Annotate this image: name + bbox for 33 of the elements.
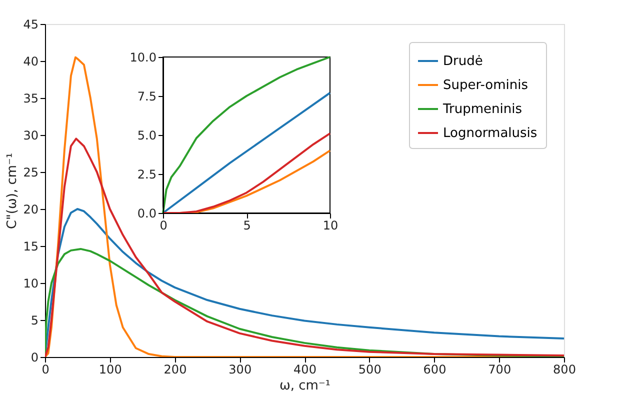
legend-label: Trupmeninis xyxy=(442,102,522,117)
x-tick-label: 600 xyxy=(423,362,446,376)
y-tick-label: 0 xyxy=(30,350,38,364)
y-tick-label: 2.5 xyxy=(137,168,156,182)
y-tick-label: 15 xyxy=(23,240,38,254)
legend-label: Drudė xyxy=(443,54,483,69)
y-tick-label: 30 xyxy=(23,128,38,142)
x-tick-label: 0 xyxy=(42,362,50,376)
y-tick-label: 25 xyxy=(23,166,38,180)
x-axis-title: ω, cm⁻¹ xyxy=(279,378,331,394)
y-tick-label: 7.5 xyxy=(137,90,156,104)
y-tick-label: 5 xyxy=(30,314,38,328)
x-tick-label: 200 xyxy=(164,362,187,376)
y-tick-label: 20 xyxy=(23,202,38,216)
x-tick-label: 800 xyxy=(553,362,576,376)
x-tick-label: 5 xyxy=(243,218,251,232)
legend-label: Lognormalusis xyxy=(443,126,538,141)
x-tick-label: 700 xyxy=(488,362,512,376)
legend-label: Super-ominis xyxy=(443,78,528,93)
y-tick-label: 0.0 xyxy=(137,206,156,220)
x-tick-label: 0 xyxy=(160,218,168,232)
y-tick-label: 40 xyxy=(23,54,38,68)
y-tick-label: 10.0 xyxy=(130,50,156,64)
y-tick-label: 45 xyxy=(23,18,38,32)
y-tick-label: 10 xyxy=(23,276,38,290)
x-tick-label: 400 xyxy=(294,362,316,376)
x-tick-label: 500 xyxy=(358,362,382,376)
x-tick-label: 10 xyxy=(322,218,338,232)
y-tick-label: 5.0 xyxy=(137,128,156,142)
x-tick-label: 300 xyxy=(228,362,252,376)
x-tick-label: 100 xyxy=(98,362,122,376)
y-tick-label: 35 xyxy=(23,92,38,106)
y-axis-title: C"(ω), cm⁻¹ xyxy=(5,152,20,230)
